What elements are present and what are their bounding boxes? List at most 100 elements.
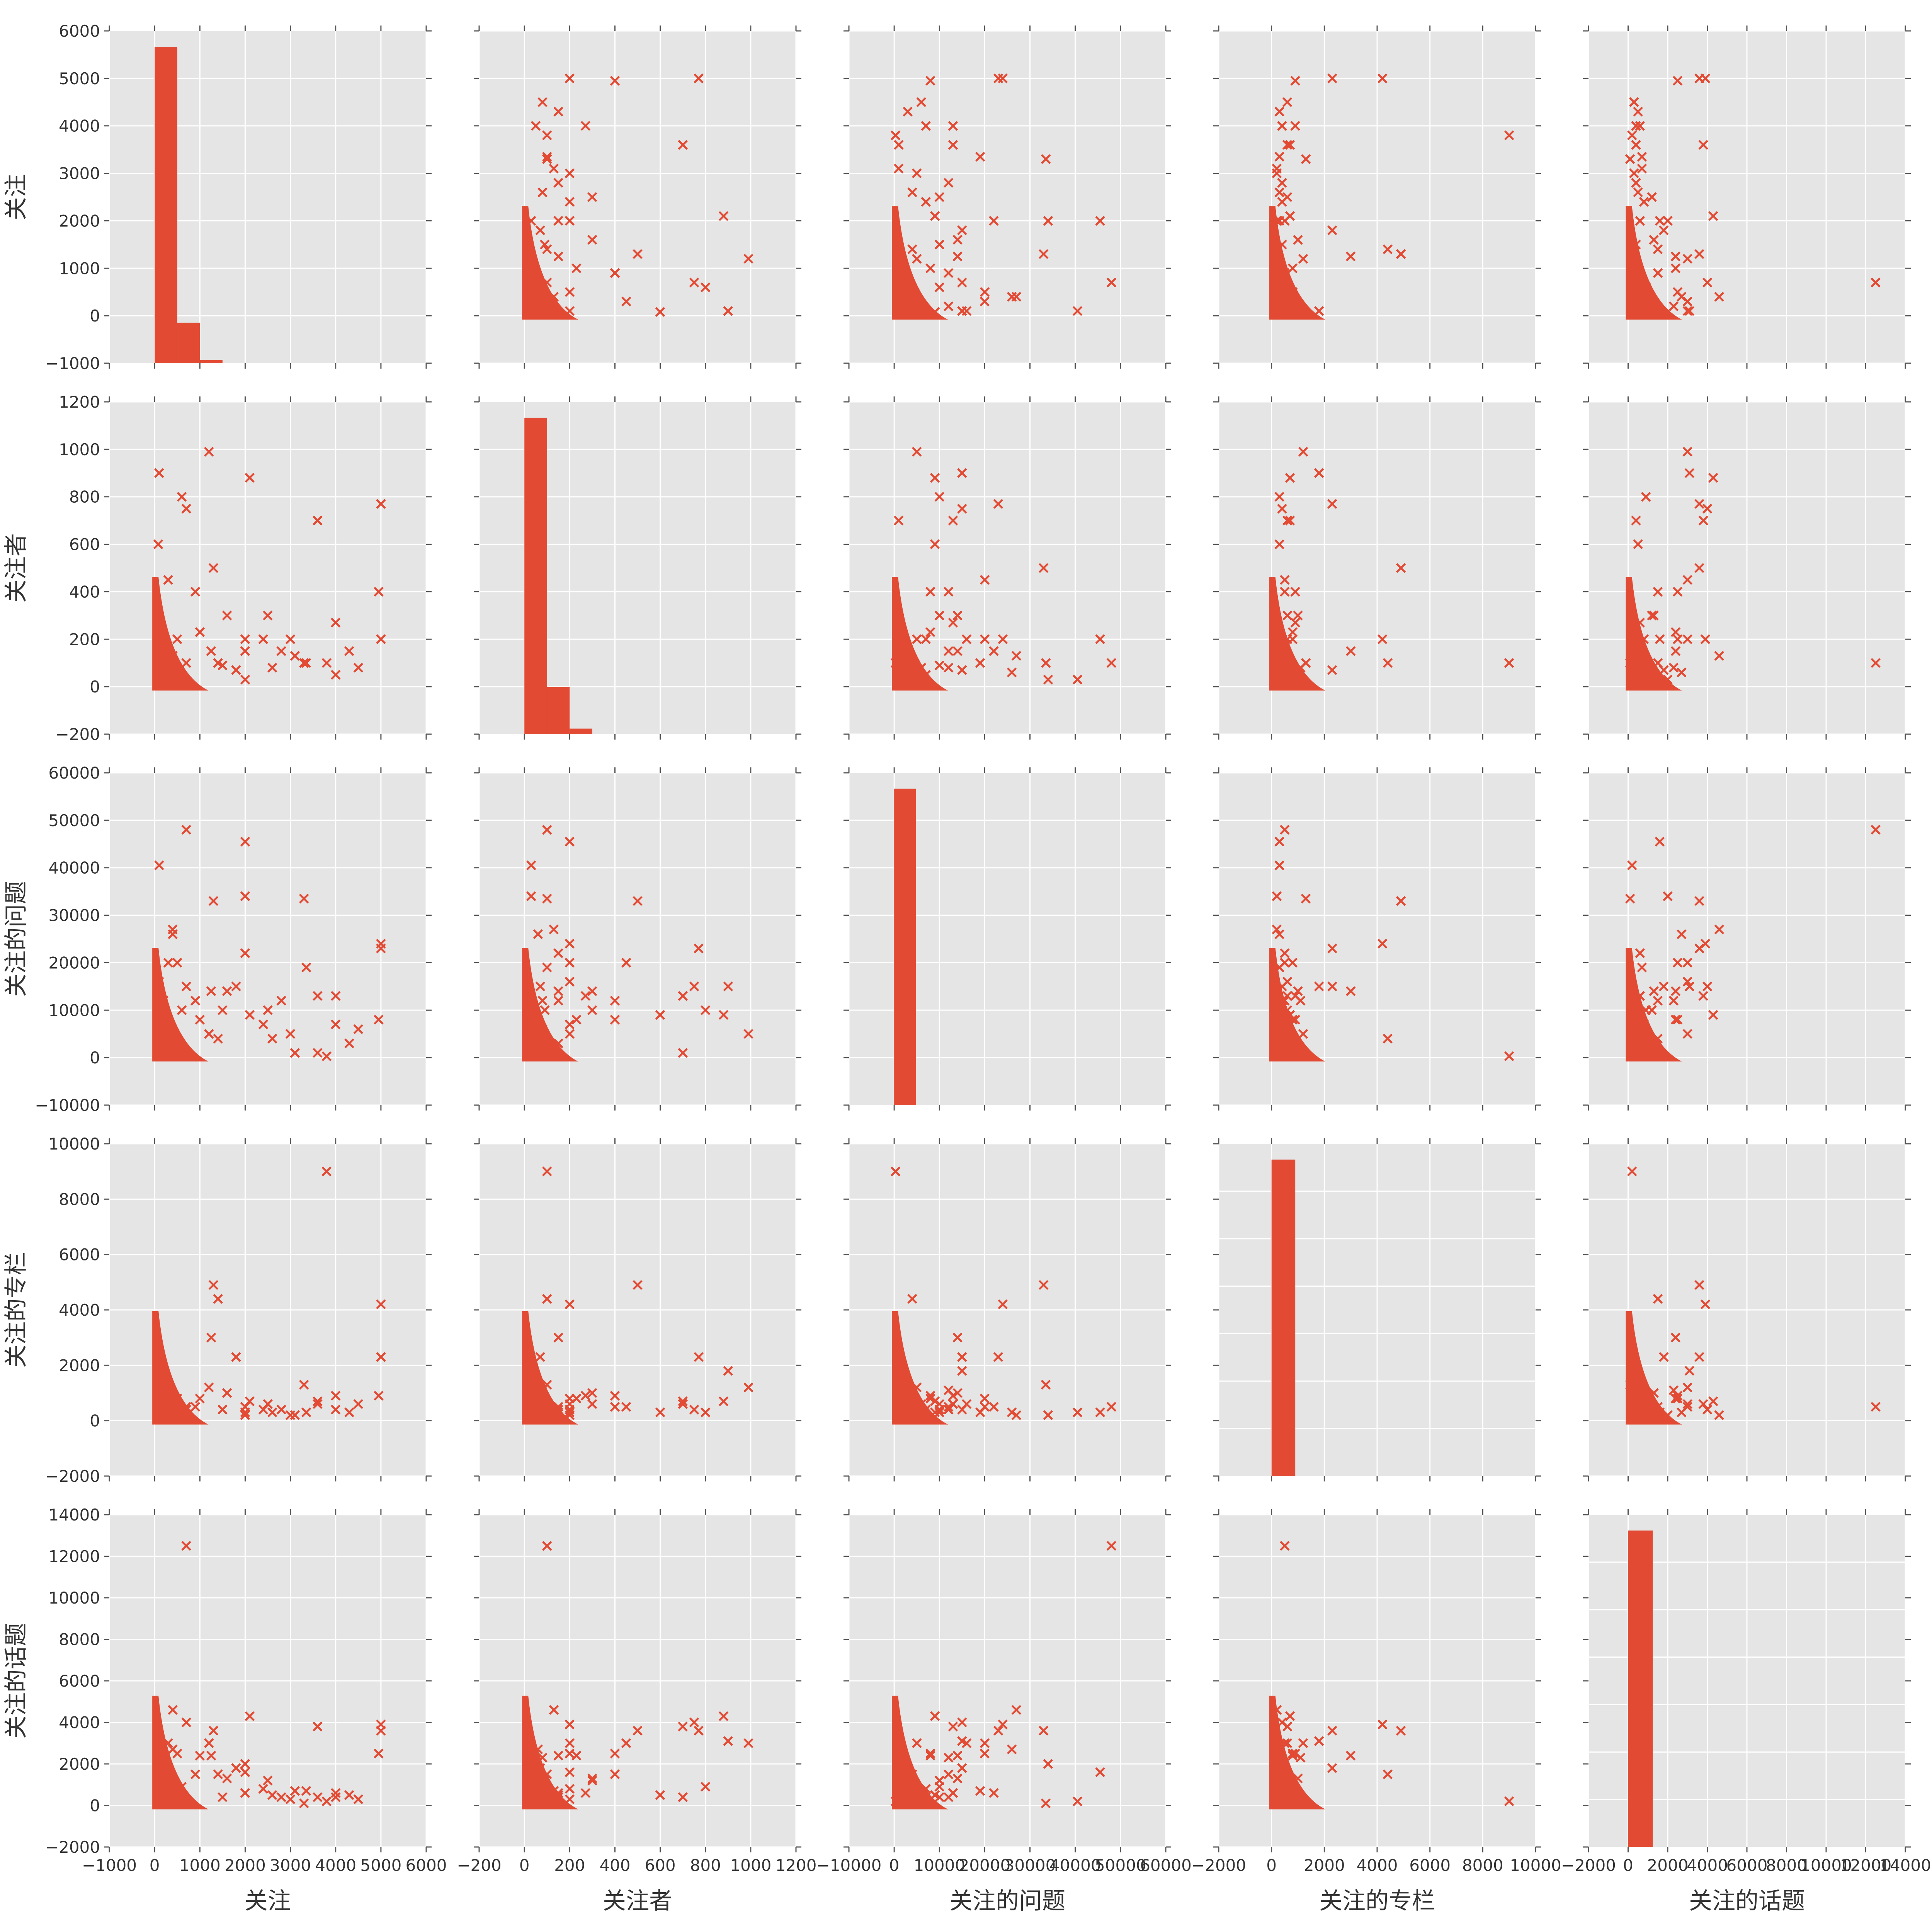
panel-3-1	[474, 1138, 801, 1481]
scatter-point	[952, 1388, 963, 1398]
scatter-point	[195, 1750, 205, 1761]
scatter-point	[206, 646, 216, 656]
scatter-point	[1298, 1738, 1308, 1748]
scatter-point	[154, 1366, 164, 1376]
scatter-point	[1345, 986, 1356, 996]
scatter-point	[177, 1407, 187, 1417]
panel-0-4	[1583, 26, 1911, 369]
x-tick-label: 10000	[1510, 1856, 1561, 1875]
scatter-point	[190, 587, 201, 597]
scatter-point	[565, 287, 575, 297]
scatter-point	[1672, 1393, 1683, 1404]
scatter-point	[526, 891, 536, 901]
scatter-point	[912, 1410, 922, 1420]
scatter-point	[213, 658, 223, 668]
scatter-point	[694, 943, 704, 954]
scatter-point	[916, 97, 927, 107]
scatter-point	[934, 492, 945, 502]
scatter-point	[1327, 225, 1337, 235]
scatter-point	[258, 634, 269, 645]
y-tick-label: 200	[69, 630, 100, 649]
scatter-point	[374, 1391, 384, 1401]
scatter-point	[542, 893, 552, 904]
scatter-point	[553, 1332, 563, 1343]
scatter-point	[1708, 1396, 1718, 1406]
y-tick-label: 4000	[59, 1713, 100, 1732]
scatter-point	[1682, 253, 1693, 264]
scatter-point	[1504, 1796, 1514, 1806]
scatter-point	[531, 121, 541, 131]
scatter-point	[1677, 667, 1687, 678]
scatter-point	[921, 634, 931, 645]
scatter-point	[934, 192, 945, 202]
y-axis-label: 关注的话题	[3, 1623, 30, 1739]
panel-0-3	[1213, 26, 1541, 369]
y-tick-label: 50000	[48, 811, 100, 830]
pairplot-axis-labels: −10000100020003000400050006000−200020040…	[3, 22, 1931, 1915]
scatter-point	[580, 121, 591, 131]
scatter-point	[998, 1299, 1008, 1310]
scatter-point	[678, 140, 688, 150]
scatter-point	[587, 1005, 597, 1015]
scatter-point	[1274, 1767, 1284, 1777]
scatter-point	[1700, 1299, 1711, 1310]
panel-3-3	[1213, 1138, 1541, 1481]
x-tick-label: 60000	[1140, 1856, 1192, 1875]
scatter-point	[1663, 674, 1673, 685]
scatter-point	[1871, 825, 1881, 835]
scatter-point	[890, 1166, 901, 1177]
scatter-point	[678, 1721, 688, 1732]
scatter-point	[1272, 1786, 1282, 1796]
scatter-point	[565, 1784, 575, 1794]
scatter-point	[1653, 995, 1663, 1006]
histogram-bar-3-0	[1271, 1159, 1296, 1476]
scatter-point	[1272, 924, 1282, 935]
scatter-point	[1282, 97, 1293, 107]
scatter-point	[240, 674, 250, 685]
scatter-point	[1282, 976, 1293, 987]
scatter-point	[621, 296, 631, 307]
scatter-point	[1639, 197, 1649, 207]
scatter-point	[921, 1784, 931, 1794]
scatter-point	[1282, 1024, 1293, 1034]
scatter-point	[1672, 1015, 1683, 1025]
scatter-point	[610, 1769, 620, 1779]
scatter-point	[948, 140, 958, 150]
x-tick-label: 20000	[959, 1856, 1011, 1875]
scatter-point	[700, 282, 711, 293]
scatter-point	[1702, 1405, 1713, 1415]
scatter-point	[218, 1005, 228, 1015]
x-tick-label: −1000	[82, 1856, 137, 1875]
scatter-point	[1694, 1280, 1704, 1290]
scatter-point	[678, 1396, 688, 1406]
scatter-point	[1345, 1750, 1356, 1761]
scatter-point	[1277, 277, 1287, 287]
scatter-point	[1293, 986, 1303, 996]
scatter-point	[952, 1750, 963, 1761]
scatter-point	[154, 468, 164, 478]
scatter-point	[930, 1790, 940, 1800]
scatter-point	[1274, 929, 1284, 939]
scatter-dense-cluster	[152, 948, 209, 1062]
scatter-point	[633, 249, 643, 259]
scatter-point	[1631, 140, 1641, 150]
scatter-point	[163, 957, 173, 968]
scatter-point	[376, 943, 386, 954]
scatter-point	[1629, 1024, 1639, 1034]
scatter-point	[689, 1717, 699, 1728]
scatter-point	[565, 1029, 575, 1039]
scatter-point	[158, 1385, 169, 1395]
scatter-point	[172, 1393, 182, 1404]
scatter-point	[213, 1294, 223, 1304]
scatter-point	[245, 473, 255, 483]
scatter-point	[998, 1719, 1008, 1730]
scatter-point	[1011, 1410, 1022, 1420]
scatter-point	[1627, 674, 1637, 685]
scatter-point	[925, 263, 935, 274]
scatter-point	[158, 663, 169, 673]
scatter-point	[1095, 1407, 1105, 1417]
scatter-point	[743, 1738, 753, 1748]
scatter-point	[1296, 301, 1306, 311]
scatter-point	[1871, 277, 1881, 287]
y-tick-label: 40000	[48, 859, 100, 878]
